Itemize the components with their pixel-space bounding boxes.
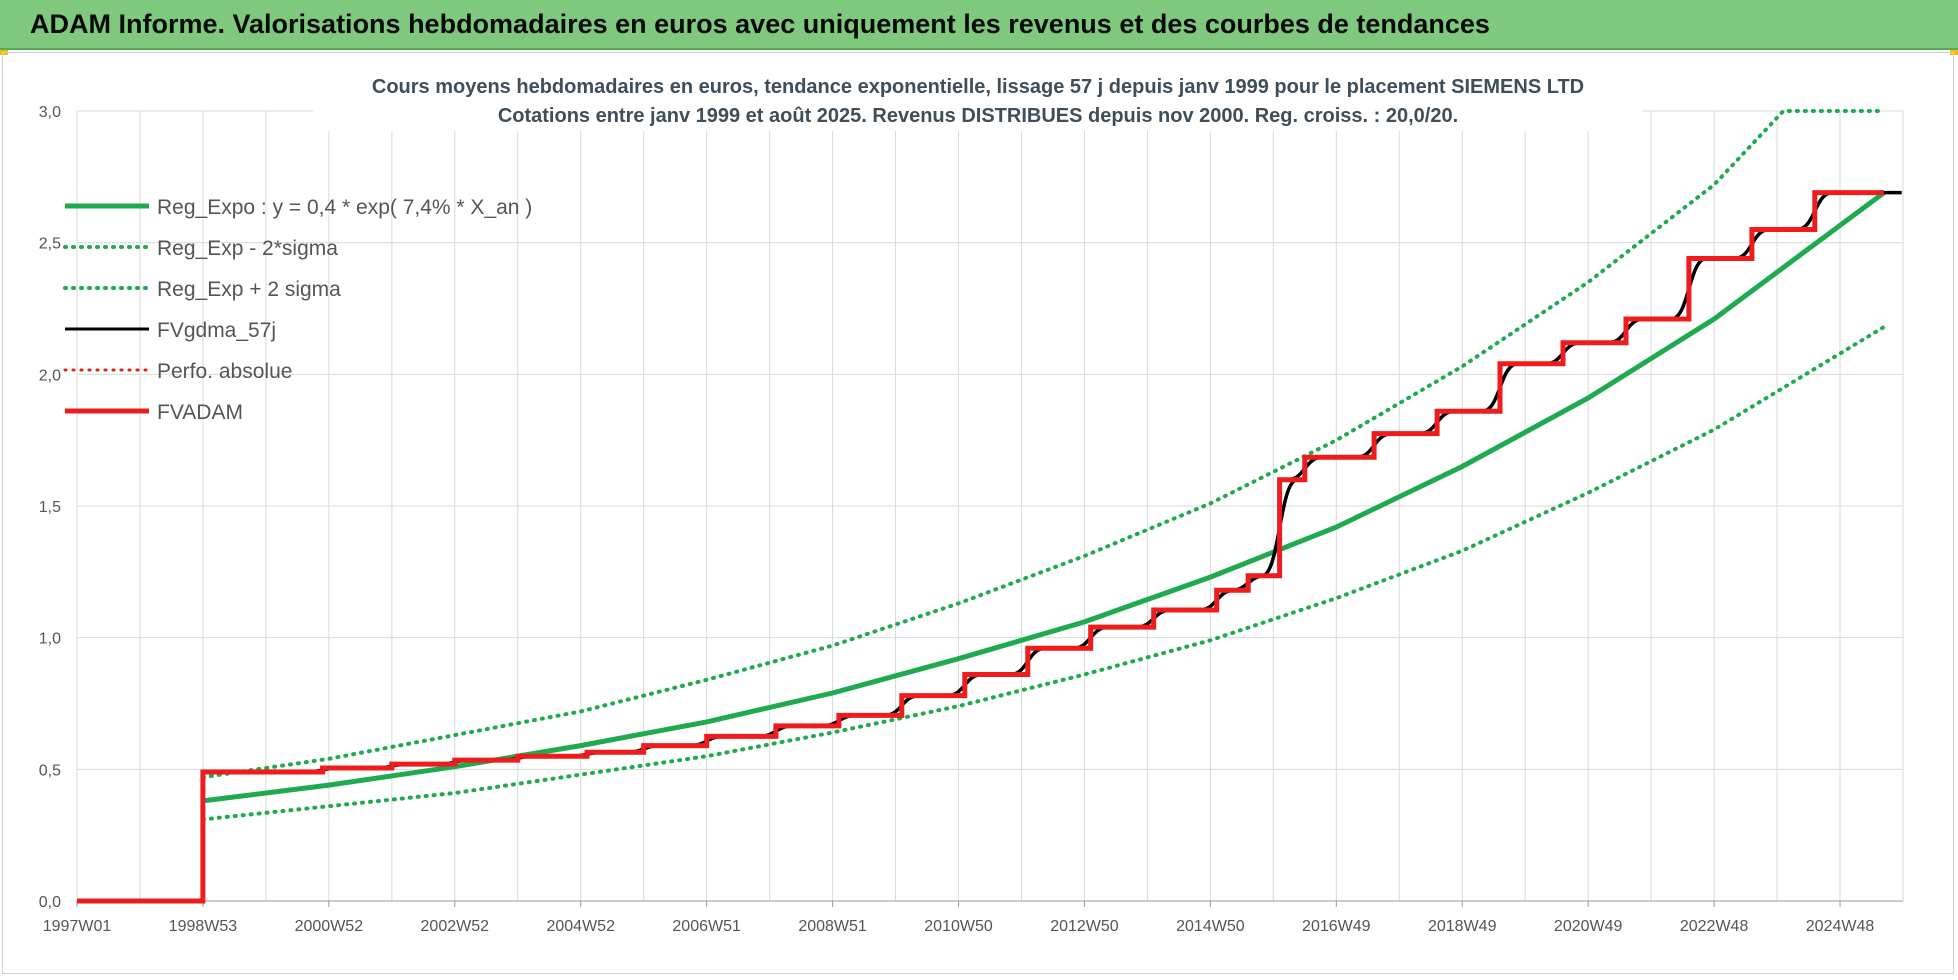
chart-title: Cours moyens hebdomadaires en euros, ten… [313,67,1643,131]
y-tick-label: 1,5 [39,499,61,516]
x-tick-label: 2010W50 [924,918,993,935]
x-tick-label: 2006W51 [672,918,741,935]
corner-marker-right [1950,50,1958,55]
x-tick-label: 2022W48 [1680,918,1749,935]
x-tick-label: 2004W52 [546,918,615,935]
chart-title-line-1: Cours moyens hebdomadaires en euros, ten… [372,76,1584,98]
title-background [313,67,1643,131]
y-tick-label: 0,5 [39,762,61,779]
chart-title-line-2: Cotations entre janv 1999 et août 2025. … [498,105,1458,127]
legend-label: FVgdma_57j [157,319,276,342]
x-tick-label: 2014W50 [1176,918,1245,935]
x-tick-label: 2020W49 [1554,918,1623,935]
x-tick-label: 2008W51 [798,918,867,935]
x-tick-label: 2018W49 [1428,918,1497,935]
legend-label: Reg_Expo : y = 0,4 * exp( 7,4% * X_an ) [157,196,532,219]
x-tick-label: 2024W48 [1806,918,1875,935]
legend: Reg_Expo : y = 0,4 * exp( 7,4% * X_an ) R… [63,196,532,424]
series-fvgdma-57j [77,190,1902,903]
series-layer [77,109,1902,904]
x-tick-label: 2002W52 [421,918,490,935]
series-reg-exp-minus-2sigma [200,324,1887,822]
chart-frame: 0,0 0,5 1,0 1,5 2,0 2,5 3,0 1997W01 1998W53 2000… [2,52,1954,974]
y-tick-label: 2,5 [39,236,61,253]
y-tick-label: 0,0 [39,894,61,911]
x-axis: 1997W01 1998W53 2000W52 2002W52 2004W52 2006W… [43,900,1903,935]
series-fvadam [77,190,1885,904]
x-tick-label: 2000W52 [295,918,364,935]
y-axis: 0,0 0,5 1,0 1,5 2,0 2,5 3,0 [39,104,61,911]
legend-label: Reg_Exp + 2 sigma [157,278,341,301]
legend-label: Perfo. absolue [157,360,292,383]
y-tick-label: 2,0 [39,367,61,384]
x-tick-label: 1998W53 [169,918,238,935]
x-tick-label: 2012W50 [1050,918,1119,935]
legend-label: Reg_Exp - 2*sigma [157,237,338,260]
legend-label: FVADAM [157,401,243,424]
x-tick-label: 1997W01 [43,918,112,935]
series-reg-expo [202,190,1886,804]
series-reg-exp-plus-2sigma [200,109,1887,780]
y-tick-label: 1,0 [39,631,61,648]
y-tick-label: 3,0 [39,104,61,121]
series-perfo-absolue [77,191,1885,903]
chart: 0,0 0,5 1,0 1,5 2,0 2,5 3,0 1997W01 1998W53 2000… [39,67,1904,935]
x-tick-label: 2016W49 [1302,918,1371,935]
header-banner: ADAM Informe. Valorisations hebdomadaire… [0,0,1958,50]
header-title: ADAM Informe. Valorisations hebdomadaire… [30,9,1490,39]
